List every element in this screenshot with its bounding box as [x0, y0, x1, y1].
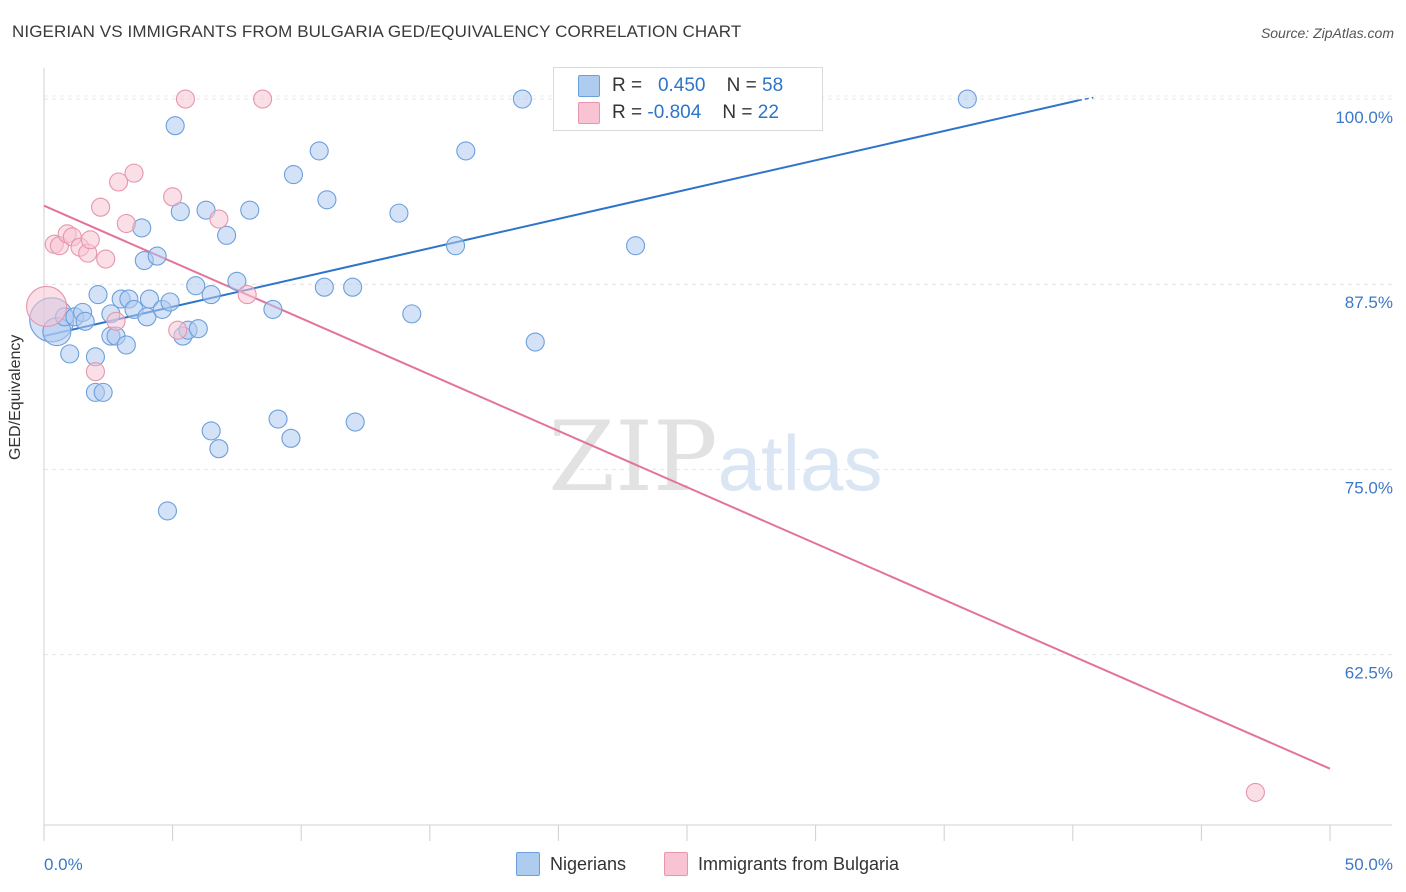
legend-swatch-blue	[516, 852, 540, 876]
bulgaria-point	[253, 89, 273, 109]
nigerian-point	[314, 277, 334, 297]
bulgaria-point	[109, 172, 129, 192]
legend-r-label: R =	[612, 102, 643, 123]
nigerian-point	[201, 285, 221, 305]
legend-swatch-pink	[578, 102, 600, 124]
nigerian-point	[157, 501, 178, 521]
nigerian-point	[309, 141, 329, 161]
nigerian-point	[188, 319, 208, 339]
legend-swatch-pink	[664, 852, 688, 876]
y-axis-label: GED/Equivalency	[7, 334, 24, 460]
data-points	[26, 89, 1265, 802]
legend-row-bulgaria: R = -0.804 N = 22	[578, 100, 779, 126]
legend-n-label: N =	[726, 75, 757, 96]
bulgaria-point	[96, 249, 116, 269]
nigerian-point	[283, 165, 304, 185]
nigerian-point	[160, 292, 180, 312]
bulgaria-point	[163, 187, 183, 207]
nigerian-point	[445, 236, 466, 256]
nigerian-trend-extension	[1077, 96, 1094, 102]
nigerian-point	[389, 203, 409, 223]
legend-n-value: 22	[757, 102, 779, 123]
nigerian-point	[957, 89, 977, 109]
bulgaria-point	[1245, 782, 1265, 802]
nigerian-point	[147, 246, 167, 266]
legend-n-label: N =	[722, 102, 753, 123]
x-tick-label: 0.0%	[44, 855, 83, 874]
bulgaria-point	[116, 213, 136, 234]
y-tick-label: 75.0%	[1345, 478, 1393, 497]
bulgaria-point	[91, 197, 111, 217]
grid-lines	[44, 95, 1392, 656]
bulgaria-point	[124, 163, 144, 183]
nigerian-point	[512, 89, 532, 109]
source-credit: Source: ZipAtlas.com	[1260, 25, 1394, 41]
nigerian-point	[201, 421, 221, 441]
nigerian-point	[263, 299, 283, 319]
nigerian-point	[402, 304, 422, 324]
legend-r-value: 0.450	[657, 75, 706, 96]
bulgaria-point	[209, 209, 229, 229]
nigerian-point	[343, 277, 363, 297]
legend-r-value: -0.804	[647, 102, 702, 123]
nigerian-point	[227, 271, 247, 291]
nigerian-point	[345, 412, 365, 432]
tick-labels: 62.5% 75.0% 87.5% 100.0% 0.0% 50.0%	[44, 108, 1393, 874]
legend-label-bulgaria: Immigrants from Bulgaria	[698, 853, 900, 874]
nigerian-point	[88, 285, 108, 305]
nigerian-point	[317, 190, 337, 210]
nigerian-point	[186, 276, 206, 296]
nigerian-point	[75, 311, 95, 331]
bulgaria-point	[168, 320, 188, 340]
legend-label-nigerians: Nigerians	[550, 853, 627, 874]
watermark-atlas: atlas	[718, 419, 883, 507]
y-tick-label: 100.0%	[1335, 108, 1393, 127]
legend-n-value: 58	[762, 75, 784, 96]
chart-title: NIGERIAN VS IMMIGRANTS FROM BULGARIA GED…	[12, 22, 742, 41]
bulgaria-point	[85, 362, 105, 382]
axes	[43, 68, 1392, 841]
nigerian-point	[281, 428, 301, 448]
bulgaria-point	[175, 89, 196, 109]
nigerian-point	[165, 116, 185, 136]
legend-row-nigerians: R = 0.450 N = 58	[578, 73, 783, 99]
legend-swatch-blue	[578, 75, 600, 97]
bulgaria-point	[26, 285, 68, 328]
nigerian-point	[456, 141, 476, 161]
nigerian-point	[116, 335, 136, 355]
nigerian-point	[209, 439, 229, 459]
nigerian-point	[626, 236, 646, 256]
nigerian-point	[240, 200, 260, 220]
legend-item-bulgaria[interactable]: Immigrants from Bulgaria	[664, 851, 899, 877]
nigerian-point	[139, 289, 160, 309]
legend-item-nigerians[interactable]: Nigerians	[516, 851, 626, 877]
watermark: ZIP atlas	[548, 401, 882, 513]
nigerian-point	[93, 382, 113, 402]
stats-legend: R = 0.450 N = 58 R = -0.804 N = 22	[553, 67, 823, 131]
watermark-zip: ZIP	[548, 401, 717, 513]
bulgaria-point	[80, 230, 100, 250]
y-tick-label: 62.5%	[1345, 664, 1393, 683]
nigerian-point	[525, 332, 545, 352]
bulgaria-point	[106, 311, 126, 331]
bulgaria-point	[237, 285, 257, 305]
nigerian-point	[60, 344, 80, 364]
nigerian-point	[268, 409, 288, 429]
nigerian-point	[217, 225, 237, 245]
x-tick-label: 50.0%	[1345, 855, 1393, 874]
bulgaria-trend-line	[43, 204, 1331, 770]
legend-r-label: R =	[612, 75, 643, 96]
nigerian-point	[170, 202, 190, 222]
y-tick-label: 87.5%	[1345, 293, 1393, 312]
nigerian-trend-line	[43, 99, 1079, 338]
